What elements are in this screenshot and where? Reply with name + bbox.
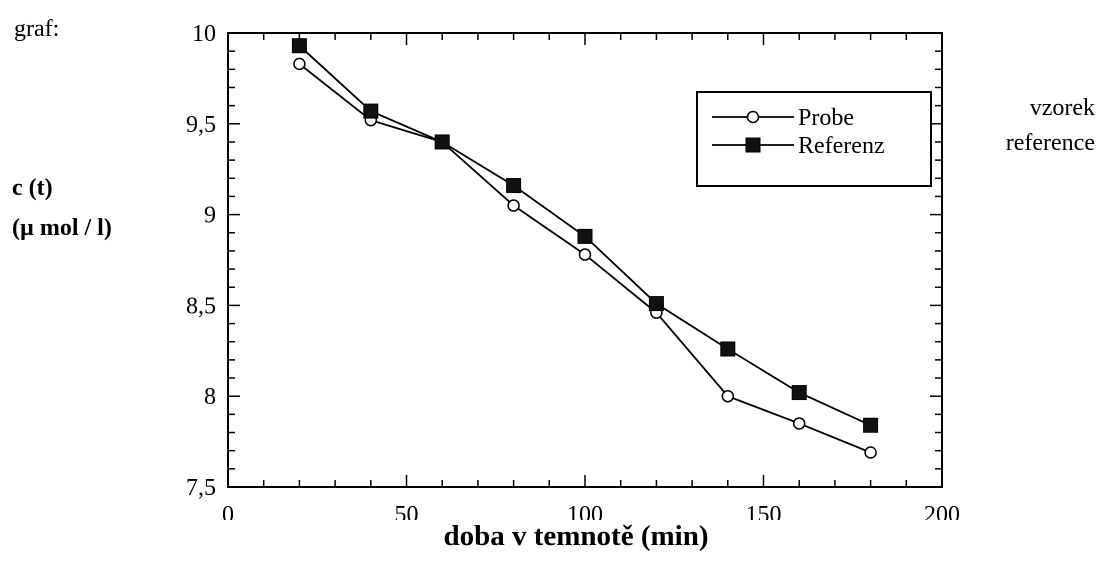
data-point-referenz [863, 417, 879, 433]
x-tick-label: 150 [746, 502, 782, 520]
y-tick-label: 9,5 [186, 112, 216, 138]
data-series [291, 38, 879, 459]
data-point-referenz [363, 103, 379, 119]
y-axis-title-line-2: (µ mol / l) [12, 215, 112, 241]
axis-tick-labels: 0 50 100 150 200 7,5 8 8,5 9 9,5 10 [186, 21, 960, 520]
y-tick-label: 7,5 [186, 475, 216, 501]
x-axis-title: doba v temnotě (min) [443, 520, 709, 552]
y-tick-label: 9 [204, 203, 216, 229]
x-tick-label: 100 [567, 502, 603, 520]
y-axis-title-line-1: c (t) [12, 175, 53, 201]
y-tick-label: 8,5 [186, 293, 216, 319]
y-tick-label: 10 [192, 21, 216, 47]
data-point-probe [721, 389, 735, 403]
x-tick-label: 200 [924, 502, 960, 520]
data-point-probe [864, 446, 877, 459]
data-point-referenz [506, 178, 522, 194]
data-point-probe [578, 248, 592, 261]
data-point-probe [293, 57, 306, 71]
legend-box [696, 91, 932, 187]
y-axis-title: c (t) (µ mol / l) [12, 168, 112, 248]
legend-label-referenz: Referenz [798, 133, 885, 159]
x-tick-label: 50 [395, 502, 419, 520]
legend-marker-probe [746, 110, 760, 124]
data-point-referenz [791, 385, 807, 401]
data-point-probe [792, 417, 806, 430]
graph-prefix-label: graf: [14, 16, 60, 42]
data-point-referenz [291, 38, 307, 54]
data-point-referenz [720, 341, 736, 357]
legend-marker-referenz [745, 137, 761, 153]
x-tick-label: 0 [222, 502, 234, 520]
data-point-referenz [577, 228, 593, 244]
y-tick-label: 8 [204, 384, 216, 410]
side-label-sample: vzorek [1029, 95, 1095, 121]
data-point-referenz [434, 134, 450, 150]
side-label-reference: reference [1005, 130, 1095, 156]
data-point-probe [507, 199, 520, 212]
axis-ticks [227, 32, 943, 488]
data-point-referenz [648, 296, 664, 312]
legend-label-probe: Probe [798, 105, 854, 131]
